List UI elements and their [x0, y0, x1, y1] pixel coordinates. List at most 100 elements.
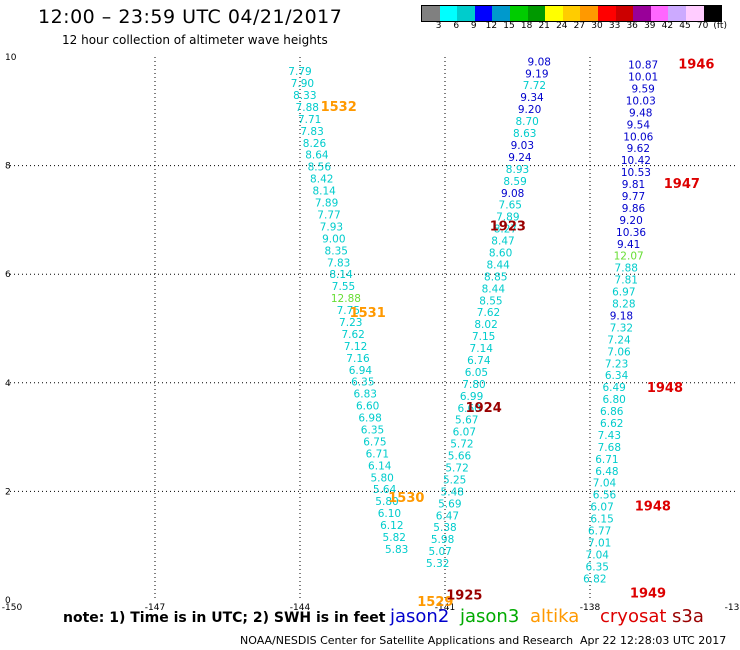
scale-swatch — [650, 6, 669, 21]
swh-value: 5.32 — [426, 558, 449, 570]
swh-value: 9.41 — [617, 239, 640, 251]
scale-label: 30 — [591, 21, 603, 31]
swh-value: 7.23 — [339, 317, 362, 329]
swh-value: 6.99 — [460, 391, 483, 403]
x-tick-label: -147 — [145, 603, 165, 613]
swh-value: 9.08 — [501, 188, 524, 200]
swh-value: 5.80 — [370, 472, 393, 484]
x-tick-label: -141 — [435, 603, 455, 613]
legend-cryosat: cryosat — [600, 606, 667, 627]
swh-value: 7.72 — [523, 80, 546, 92]
scale-swatch — [509, 6, 528, 21]
swh-value: 6.80 — [602, 394, 625, 406]
swh-value: 7.93 — [320, 221, 343, 233]
swh-value: 9.81 — [622, 179, 645, 191]
time-label: 1948 — [635, 500, 671, 515]
time-label: 1532 — [321, 100, 357, 115]
swh-value: 7.01 — [588, 537, 611, 549]
swh-value: 6.12 — [380, 520, 403, 532]
swh-value: 5.07 — [428, 546, 451, 558]
swh-value: 9.62 — [627, 143, 650, 155]
time-label: 1529 — [417, 595, 453, 610]
y-tick-label: 2 — [5, 487, 11, 497]
scale-swatch — [668, 6, 686, 21]
swh-value: 7.65 — [499, 200, 522, 212]
scale-swatch — [562, 6, 581, 21]
swh-value: 9.03 — [511, 140, 534, 152]
swh-value: 6.60 — [356, 401, 379, 413]
swh-value: 7.80 — [462, 379, 485, 391]
swh-value: 6.15 — [590, 514, 613, 526]
time-label: 1947 — [664, 177, 700, 192]
time-label: 1531 — [350, 306, 386, 321]
scale-swatch — [685, 6, 704, 21]
swh-value: 10.06 — [623, 131, 653, 143]
swh-value: 8.47 — [491, 236, 514, 248]
scale-label: 6 — [453, 21, 460, 31]
map-grid — [10, 57, 735, 600]
swh-value: 7.23 — [605, 358, 628, 370]
time-label: 1530 — [388, 491, 424, 506]
y-tick-label: 0 — [5, 596, 11, 606]
swh-value: 6.82 — [583, 573, 606, 585]
swh-value: 8.42 — [310, 174, 333, 186]
track-east: 10.8710.019.5910.039.489.5410.069.6210.4… — [583, 58, 714, 602]
swh-value: 7.16 — [346, 353, 370, 365]
swh-value: 8.27 — [494, 224, 517, 236]
swh-value: 5.80 — [375, 496, 398, 508]
scale-swatch — [633, 6, 651, 21]
track-west: 7.797.908.337.887.717.838.268.648.568.42… — [288, 66, 453, 610]
swh-value: 5.66 — [448, 451, 472, 463]
swh-value: 12.07 — [614, 251, 644, 263]
swh-value: 6.98 — [358, 413, 381, 425]
swh-value: 9.20 — [518, 104, 541, 116]
map-axes: -150 -147 -144 -141 -138 -13 0 2 4 6 8 10 — [2, 53, 740, 613]
time-label: 1948 — [647, 381, 683, 396]
swh-value: 7.89 — [496, 212, 519, 224]
swh-value: 6.07 — [590, 502, 613, 514]
swh-value: 10.36 — [616, 227, 646, 239]
swh-value: 6.71 — [366, 448, 389, 460]
swh-value: 7.43 — [598, 430, 621, 442]
swh-value: 9.86 — [622, 203, 646, 215]
time-label: 1925 — [446, 589, 482, 604]
swh-value: 6.74 — [467, 355, 491, 367]
swh-value: 8.56 — [308, 162, 332, 174]
scale-label: 21 — [538, 21, 550, 31]
swh-value: 6.47 — [436, 510, 459, 522]
swh-value: 9.19 — [525, 68, 548, 80]
swh-value: 5.98 — [431, 534, 454, 546]
legend-s3a: s3a — [672, 606, 704, 627]
scale-swatch — [474, 6, 493, 21]
swh-value: 8.14 — [312, 186, 336, 198]
scale-swatch — [457, 6, 475, 21]
scale-swatch — [545, 6, 563, 21]
swh-value: 7.75 — [337, 305, 360, 317]
swh-value: 8.33 — [293, 90, 316, 102]
scale-swatch — [492, 6, 510, 21]
swh-value: 8.85 — [484, 271, 507, 283]
color-scale-labels: 3 6 9 12 15 18 21 24 27 30 33 36 39 42 45 70 (ft) — [421, 21, 729, 33]
swh-value: 5.72 — [445, 463, 468, 475]
swh-value: 7.24 — [607, 334, 631, 346]
map-title: 12:00 – 23:59 UTC 04/21/2017 — [38, 6, 343, 28]
x-tick-label: -150 — [2, 603, 23, 613]
scale-label: 70 — [696, 21, 709, 31]
swh-value: 9.00 — [322, 233, 345, 245]
scale-label: (ft) — [713, 21, 727, 31]
swh-value: 8.64 — [305, 150, 329, 162]
swh-value: 5.67 — [455, 415, 478, 427]
swh-value: 9.20 — [619, 215, 642, 227]
swh-value: 6.94 — [349, 365, 373, 377]
swh-value: 6.56 — [593, 490, 617, 502]
swh-value: 7.83 — [300, 126, 323, 138]
swh-value: 6.49 — [602, 382, 625, 394]
swh-value: 7.12 — [344, 341, 367, 353]
swh-value: 7.55 — [332, 281, 355, 293]
credit-text: NOAA/NESDIS Center for Satellite Applica… — [240, 634, 574, 647]
y-tick-label: 10 — [5, 53, 17, 63]
swh-value: 6.86 — [600, 406, 624, 418]
swh-value: 8.44 — [482, 283, 506, 295]
swh-value: 12.88 — [331, 293, 361, 305]
